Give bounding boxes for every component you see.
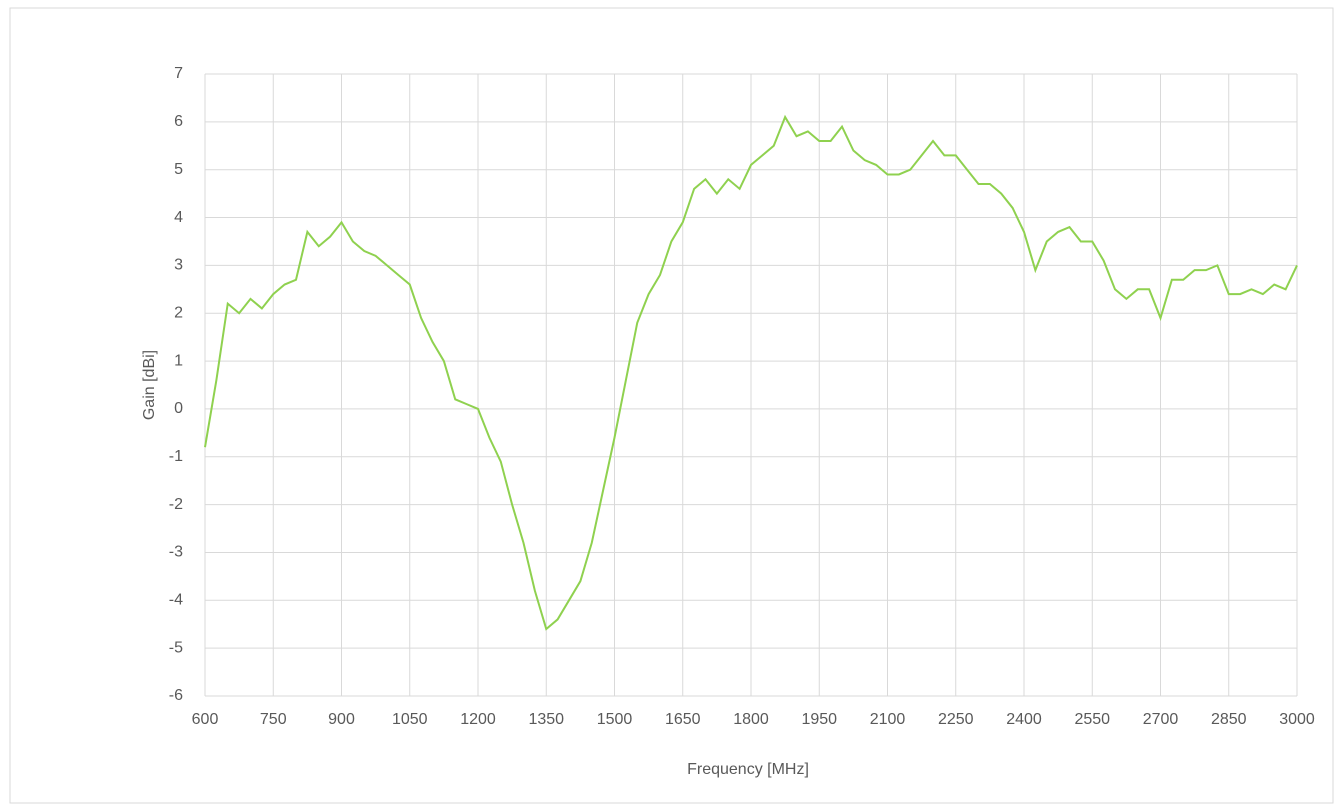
x-tick-label: 2250	[938, 711, 974, 728]
y-tick-label: 2	[174, 304, 183, 321]
x-tick-label: 2550	[1074, 711, 1110, 728]
y-tick-label: 0	[174, 400, 183, 417]
y-axis-label: Gain [dBi]	[141, 350, 158, 420]
x-tick-label: 1650	[665, 711, 701, 728]
y-tick-label: 1	[174, 352, 183, 369]
x-tick-label: 3000	[1279, 711, 1315, 728]
y-tick-label: -4	[169, 592, 183, 609]
y-tick-label: -6	[169, 687, 183, 704]
x-tick-label: 1050	[392, 711, 428, 728]
y-tick-label: 5	[174, 161, 183, 178]
data-line	[204, 114, 1298, 631]
x-tick-label: 1800	[733, 711, 769, 728]
y-tick-label: -2	[169, 496, 183, 513]
y-tick-label: 7	[174, 65, 183, 82]
x-tick-label: 2400	[1006, 711, 1042, 728]
x-tick-label: 1200	[460, 711, 496, 728]
y-tick-label: 6	[174, 113, 183, 130]
y-tick-label: 3	[174, 257, 183, 274]
y-tick-label: 4	[174, 209, 183, 226]
x-tick-label: 2850	[1211, 711, 1247, 728]
y-tick-label: -5	[169, 639, 183, 656]
chart-frame	[9, 7, 1334, 804]
x-tick-label: 2700	[1143, 711, 1179, 728]
y-tick-label: -3	[169, 544, 183, 561]
x-tick-label: 750	[260, 711, 287, 728]
x-tick-label: 900	[328, 711, 355, 728]
x-tick-label: 2100	[870, 711, 906, 728]
x-tick-label: 1500	[597, 711, 633, 728]
y-tick-label: -1	[169, 448, 183, 465]
x-tick-label: 1350	[528, 711, 564, 728]
x-tick-label: 1950	[801, 711, 837, 728]
x-axis-label: Frequency [MHz]	[687, 761, 809, 778]
x-tick-label: 600	[192, 711, 219, 728]
